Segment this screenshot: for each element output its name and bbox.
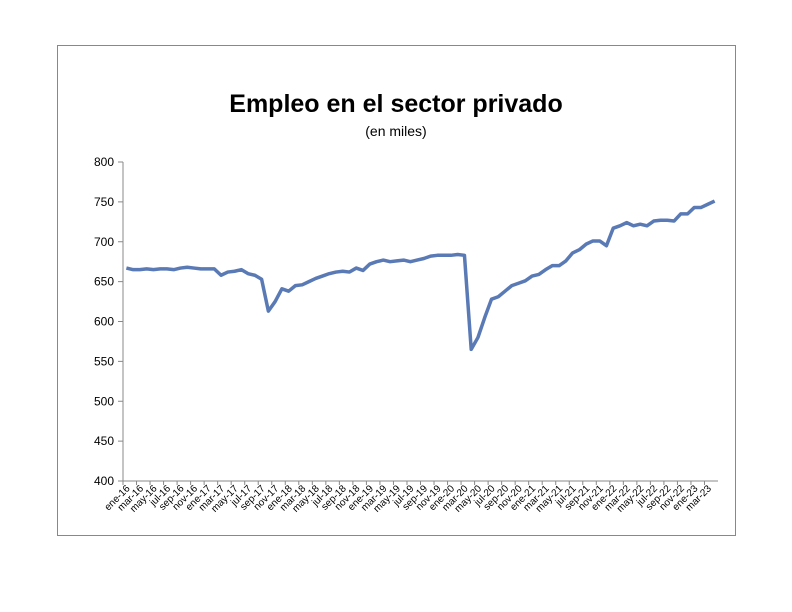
chart-title: Empleo en el sector privado xyxy=(229,90,562,118)
chart-subtitle: (en miles) xyxy=(365,123,426,139)
chart-frame xyxy=(57,45,736,536)
y-tick-label: 500 xyxy=(94,394,114,408)
y-tick-label: 450 xyxy=(94,434,114,448)
y-tick-label: 650 xyxy=(94,275,114,289)
y-tick-label: 700 xyxy=(94,235,114,249)
y-tick-label: 400 xyxy=(94,474,114,488)
y-tick-label: 800 xyxy=(94,155,114,169)
y-tick-label: 750 xyxy=(94,195,114,209)
y-tick-label: 550 xyxy=(94,354,114,368)
data-line xyxy=(125,199,716,352)
y-tick-label: 600 xyxy=(94,315,114,329)
